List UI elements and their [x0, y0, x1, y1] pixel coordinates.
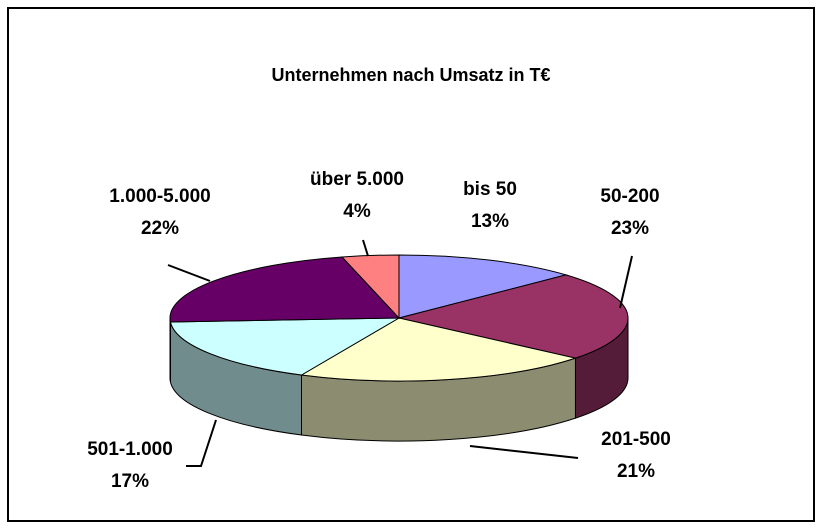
slice-label: 201-500: [601, 429, 671, 450]
slice-value-label: 22%: [141, 218, 179, 239]
slice-value-label: 4%: [343, 201, 371, 222]
leader-line: [186, 419, 217, 467]
slice: [169, 317, 401, 376]
leader-line: [469, 445, 579, 459]
slice: [169, 256, 401, 323]
slice-label: über 5.000: [310, 169, 404, 190]
slice-value-label: 23%: [611, 218, 649, 239]
slice: [340, 254, 400, 320]
slice-value-label: 13%: [471, 211, 509, 232]
leader-line: [362, 239, 369, 257]
slice: [299, 317, 578, 382]
slice-label: 1.000-5.000: [109, 186, 210, 207]
slice-value-label: 17%: [111, 471, 149, 492]
chart-title: Unternehmen nach Umsatz in T€: [271, 65, 550, 85]
slice-label: 50-200: [600, 186, 659, 207]
slice: [398, 254, 568, 319]
leader-line: [167, 264, 211, 282]
slice-value-label: 21%: [617, 461, 655, 482]
slice-label: bis 50: [463, 179, 517, 200]
leader-line: [619, 255, 633, 309]
slice: [398, 274, 629, 359]
slice-label: 501-1.000: [87, 439, 173, 460]
